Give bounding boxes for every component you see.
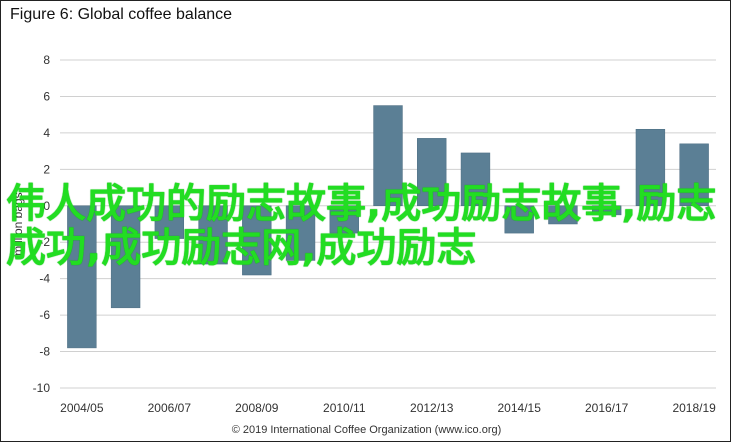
bar-2010/11 — [329, 205, 359, 234]
y-tick-label: 6 — [43, 89, 50, 103]
y-tick-label: 8 — [43, 53, 50, 67]
y-tick-label: -2 — [39, 235, 50, 249]
bar-2016/17 — [591, 205, 622, 216]
chart-title: Figure 6: Global coffee balance — [10, 6, 233, 23]
x-tick-label: 2008/09 — [235, 401, 279, 415]
x-tick-label: 2010/11 — [323, 401, 366, 415]
bar-2015/16 — [548, 205, 578, 225]
bar-2014/15 — [504, 205, 534, 234]
y-tick-label: 0 — [43, 199, 50, 213]
y-tick-label: -10 — [33, 381, 51, 395]
y-axis-label: million bags — [11, 192, 25, 255]
bar-2008/09 — [242, 205, 272, 276]
y-tick-label: 2 — [43, 162, 50, 176]
bar-2013/14 — [460, 152, 491, 207]
y-tick-label: -6 — [39, 308, 50, 322]
x-tick-label: 2012/13 — [410, 401, 454, 415]
bar-2018/19 — [679, 143, 709, 207]
bar-2011/12 — [373, 105, 403, 207]
x-tick-label: 2006/07 — [148, 401, 192, 415]
bar-2012/13 — [417, 138, 447, 207]
bar-2009/10 — [285, 205, 316, 261]
bar-2004/05 — [67, 205, 97, 349]
bar-2005/06 — [110, 205, 141, 309]
x-tick-label: 2016/17 — [585, 401, 629, 415]
y-tick-label: -8 — [39, 345, 50, 359]
source-note: © 2019 International Coffee Organization… — [231, 424, 502, 436]
x-tick-label: 2014/15 — [498, 401, 542, 415]
bar-2017/18 — [635, 128, 666, 207]
y-tick-label: 4 — [43, 126, 50, 140]
bar-2006/07 — [154, 205, 185, 239]
bar-2007/08 — [198, 205, 228, 265]
x-tick-label: 2004/05 — [60, 401, 104, 415]
y-tick-label: -4 — [39, 272, 50, 286]
x-tick-label: 2018/19 — [672, 401, 716, 415]
